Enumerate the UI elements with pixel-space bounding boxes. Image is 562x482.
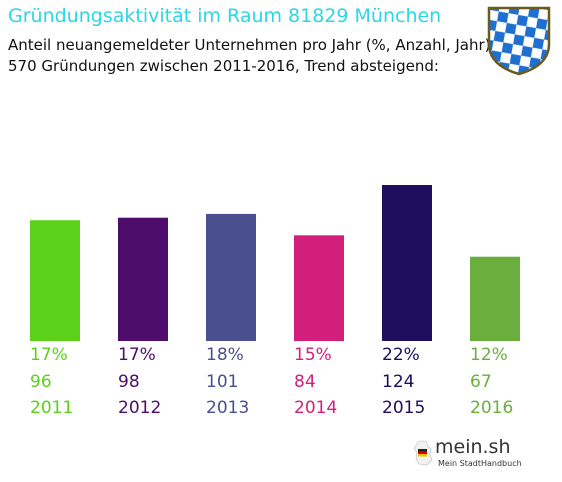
chart-title: Gründungsaktivität im Raum 81829 München [8,5,442,27]
year-label-2014: 2014 [294,398,338,418]
brand-logo[interactable]: mein.sh Mein StadtHandbuch [413,436,523,474]
year-label-2015: 2015 [382,398,426,418]
percent-label-2014: 15% [294,345,332,365]
percent-label-2013: 18% [206,345,244,365]
bar-2012 [118,217,168,341]
bavarian-crest-icon [487,6,551,76]
percent-label-2016: 12% [470,345,508,365]
year-label-2012: 2012 [118,398,162,418]
percent-label-2015: 22% [382,345,420,365]
count-label-2016: 67 [470,372,492,392]
percent-label-2011: 17% [30,345,68,365]
brand-tagline: Mein StadtHandbuch [438,459,522,468]
year-label-2011: 2011 [30,398,74,418]
count-label-2015: 124 [382,372,415,392]
count-label-2011: 96 [30,372,52,392]
count-label-2012: 98 [118,372,140,392]
bar-2015 [382,185,432,341]
count-label-2014: 84 [294,372,316,392]
subtitle-line-2: 570 Gründungen zwischen 2011-2016, Trend… [8,57,439,75]
count-label-2013: 101 [206,372,239,392]
year-label-2016: 2016 [470,398,514,418]
percent-label-2012: 17% [118,345,156,365]
germany-map-icon [413,440,433,466]
chart-subtitle: Anteil neuangemeldeter Unternehmen pro J… [8,35,491,77]
year-label-2013: 2013 [206,398,250,418]
bar-2011 [30,220,80,341]
bar-2013 [206,213,256,341]
brand-name: mein.sh [435,436,511,458]
bar-2014 [294,235,344,341]
subtitle-line-1: Anteil neuangemeldeter Unternehmen pro J… [8,36,491,54]
bar-2016 [470,256,520,341]
